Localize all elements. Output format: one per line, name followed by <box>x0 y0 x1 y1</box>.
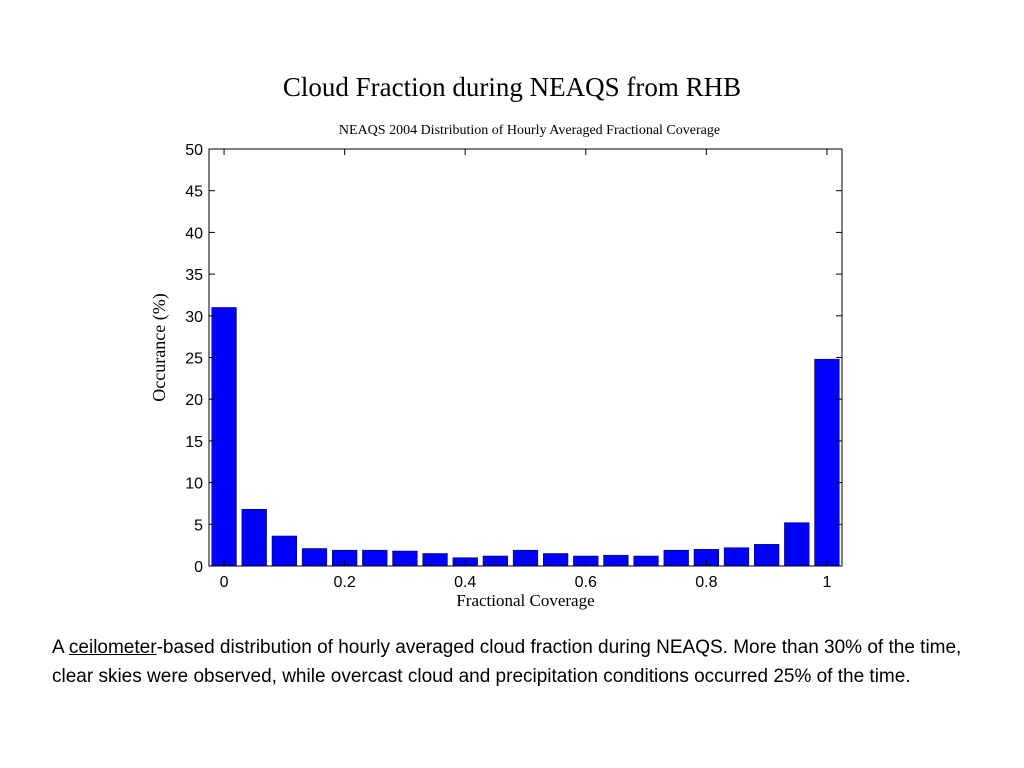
caption-text: -based distribution of hourly averaged c… <box>52 637 962 687</box>
y-tick-label: 50 <box>185 142 203 159</box>
chart-title: NEAQS 2004 Distribution of Hourly Averag… <box>339 123 720 138</box>
caption: A ceilometer-based distribution of hourl… <box>52 634 992 691</box>
y-tick-label: 5 <box>194 517 203 534</box>
bar-chart: NEAQS 2004 Distribution of Hourly Averag… <box>149 123 843 610</box>
y-tick-label: 30 <box>185 309 203 326</box>
plot-frame <box>208 148 843 567</box>
y-tick-label: 25 <box>185 351 203 368</box>
x-tick-label: 1 <box>822 574 831 591</box>
bar <box>362 549 388 567</box>
bar <box>211 307 237 567</box>
y-tick-label: 15 <box>185 434 203 451</box>
bar <box>271 535 297 567</box>
bar <box>754 544 780 567</box>
y-tick-label: 40 <box>185 225 203 242</box>
bar <box>482 555 508 567</box>
caption-prefix: A <box>52 637 69 658</box>
bar <box>512 549 539 567</box>
bar <box>543 553 569 567</box>
bar <box>723 547 750 567</box>
y-tick-label: 20 <box>185 392 203 409</box>
x-tick-label: 0.4 <box>454 574 476 591</box>
ceilometer-link[interactable]: ceilometer <box>68 637 157 658</box>
bar <box>663 549 689 567</box>
x-tick-label: 0.2 <box>334 574 356 591</box>
bar <box>422 553 448 567</box>
bar <box>784 522 810 567</box>
bar <box>603 554 629 567</box>
y-tick-label: 45 <box>185 184 203 201</box>
bar <box>633 555 659 567</box>
y-tick-label: 10 <box>185 476 203 493</box>
y-tick-label: 0 <box>194 559 203 576</box>
x-tick-label: 0.6 <box>575 574 597 591</box>
bar <box>301 548 328 567</box>
x-tick-label: 0 <box>220 574 229 591</box>
slide-title: Cloud Fraction during NEAQS from RHB <box>282 72 742 102</box>
x-axis-label: Fractional Coverage <box>456 591 594 610</box>
bar <box>241 509 267 567</box>
bar <box>814 358 840 567</box>
y-tick-label: 35 <box>185 267 203 284</box>
x-tick-label: 0.8 <box>695 574 717 591</box>
y-axis-label: Occurance (%) <box>149 293 170 401</box>
bar <box>392 550 418 567</box>
